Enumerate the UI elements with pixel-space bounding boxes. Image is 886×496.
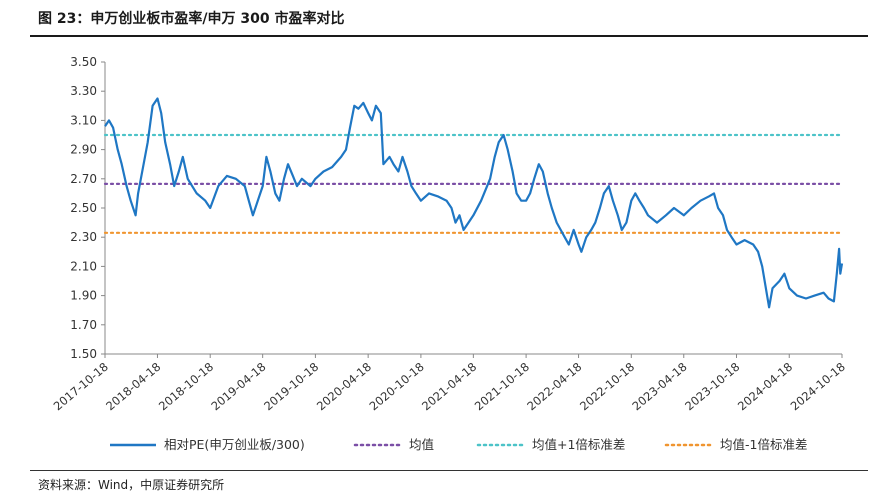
series-layer (104, 97, 844, 309)
reference-lines (103, 133, 844, 234)
x-tick-label: 2024-04-18 (735, 360, 795, 414)
x-tick-label: 2021-04-18 (419, 360, 479, 414)
x-tick-label: 2019-10-18 (261, 360, 321, 414)
legend-label: 相对PE(申万创业板/300) (164, 437, 305, 452)
figure-title: 图 23：申万创业板市盈率/申万 300 市盈率对比 (38, 11, 345, 27)
x-tick-label: 2021-10-18 (472, 360, 532, 414)
y-tick-label: 2.90 (70, 143, 97, 157)
x-tick-label: 2023-04-18 (629, 360, 689, 414)
x-tick-label: 2024-10-18 (788, 360, 848, 414)
legend-label: 均值+1倍标准差 (532, 437, 625, 452)
y-tick-label: 2.50 (70, 201, 97, 215)
x-tick-label: 2022-10-18 (577, 360, 637, 414)
y-tick-label: 2.30 (70, 230, 97, 244)
title-divider (30, 35, 868, 37)
source-note: 资料来源：Wind，中原证券研究所 (38, 478, 225, 492)
x-tick-label: 2018-04-18 (103, 360, 163, 414)
y-tick-label: 3.30 (70, 84, 97, 98)
x-tick-label: 2022-04-18 (524, 360, 584, 414)
x-tick-label: 2018-10-18 (156, 360, 216, 414)
x-tick-label: 2017-10-18 (51, 360, 111, 414)
y-tick-label: 1.50 (70, 347, 97, 361)
y-tick-label: 3.50 (70, 55, 97, 69)
x-tick-label: 2020-04-18 (314, 360, 374, 414)
y-tick-label: 2.10 (70, 259, 97, 273)
footer-divider (30, 470, 868, 471)
y-tick-label: 3.10 (70, 113, 97, 127)
chart-legend: 相对PE(申万创业板/300) 均值 均值+1倍标准差 均值-1倍标准差 (110, 437, 807, 452)
y-tick-label: 1.90 (70, 289, 97, 303)
series-line (104, 97, 844, 309)
y-tick-label: 2.70 (70, 172, 97, 186)
legend-label: 均值-1倍标准差 (720, 437, 807, 452)
x-tick-label: 2020-10-18 (367, 360, 427, 414)
legend-label: 均值 (409, 437, 434, 452)
y-tick-label: 1.70 (70, 318, 97, 332)
chart-axes: 1.50 1.70 1.90 2.10 2.30 2.50 2.70 2.90 3.10 3.30… (51, 55, 848, 413)
x-tick-label: 2023-10-18 (682, 360, 742, 414)
x-tick-label: 2019-04-18 (208, 360, 268, 414)
